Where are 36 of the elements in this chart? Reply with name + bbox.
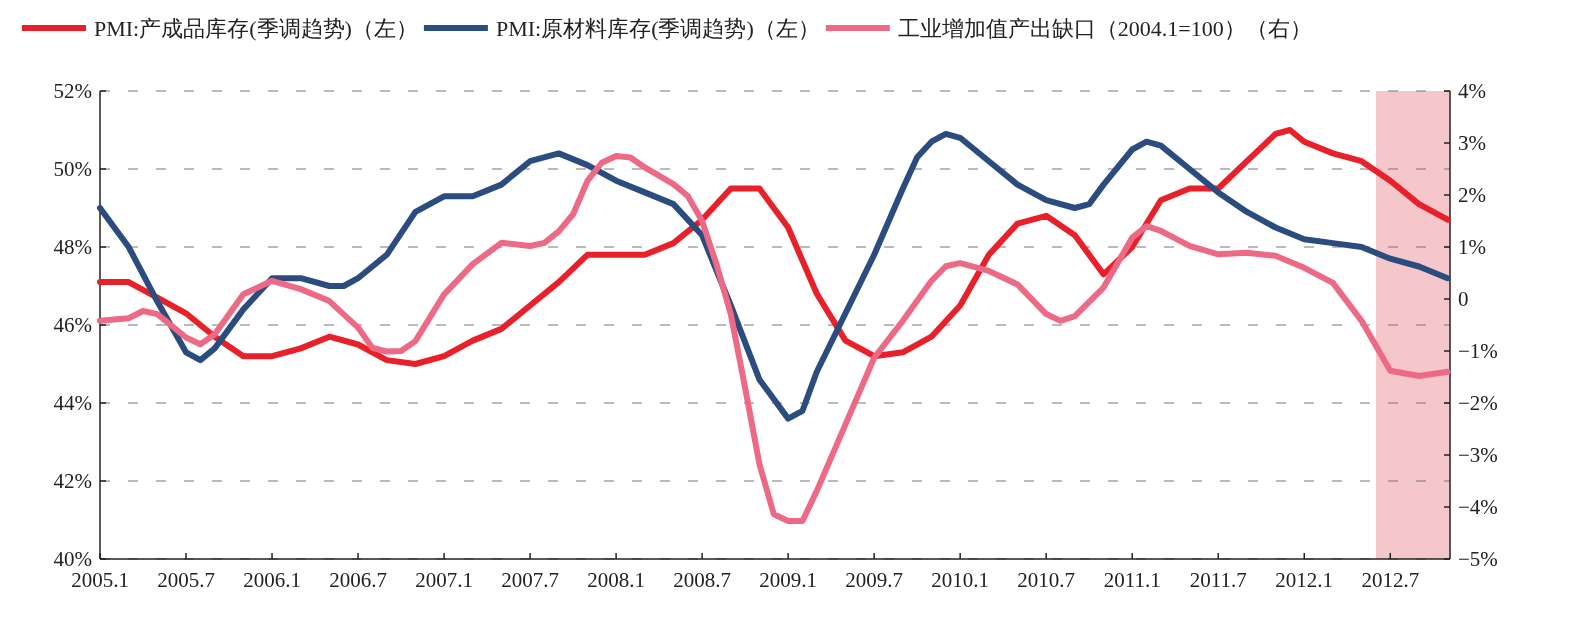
x-tick-label: 2006.7 (329, 568, 387, 592)
y-tick-label: 50% (53, 157, 92, 181)
legend-label: PMI:产成品库存(季调趋势)（左） (94, 16, 418, 41)
x-tick-label: 2011.7 (1189, 568, 1247, 592)
x-tick-label: 2012.7 (1361, 568, 1420, 592)
y-tick-label: 44% (53, 391, 92, 415)
legend-label: 工业增加值产出缺口（2004.1=100）（右） (897, 16, 1312, 41)
x-tick-label: 2010.7 (1017, 568, 1076, 592)
y-tick-label: 52% (53, 79, 92, 103)
y-tick-label: 48% (53, 235, 92, 259)
y2-tick-label: −2% (1458, 391, 1498, 415)
y2-tick-label: −5% (1458, 547, 1498, 571)
y-tick-label: 46% (53, 313, 92, 337)
y-tick-label: 40% (53, 547, 92, 571)
y2-tick-label: 1% (1458, 235, 1486, 259)
x-tick-label: 2009.7 (845, 568, 904, 592)
y2-tick-label: 0 (1458, 287, 1469, 311)
y2-tick-label: −1% (1458, 339, 1498, 363)
y-tick-label: 42% (53, 469, 92, 493)
x-tick-label: 2011.1 (1103, 568, 1161, 592)
y2-tick-label: 2% (1458, 183, 1486, 207)
x-tick-label: 2005.7 (157, 568, 215, 592)
x-tick-label: 2012.1 (1275, 568, 1334, 592)
x-tick-label: 2008.1 (587, 568, 645, 592)
x-tick-label: 2008.7 (673, 568, 731, 592)
y2-tick-label: 4% (1458, 79, 1486, 103)
y2-tick-label: −4% (1458, 495, 1498, 519)
x-tick-label: 2007.1 (415, 568, 473, 592)
x-tick-label: 2006.1 (243, 568, 301, 592)
y2-tick-label: 3% (1458, 131, 1486, 155)
x-tick-label: 2005.1 (71, 568, 129, 592)
x-tick-label: 2010.1 (931, 568, 990, 592)
x-tick-label: 2009.1 (759, 568, 818, 592)
legend-label: PMI:原材料库存(季调趋势)（左） (495, 16, 820, 41)
x-tick-label: 2007.7 (501, 568, 559, 592)
y2-tick-label: −3% (1458, 443, 1498, 467)
